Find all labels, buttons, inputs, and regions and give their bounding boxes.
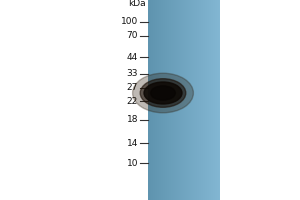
Text: 100: 100 <box>121 18 138 26</box>
Text: 70: 70 <box>127 31 138 40</box>
Text: 22: 22 <box>127 97 138 106</box>
Text: 44: 44 <box>127 52 138 62</box>
Text: 27: 27 <box>127 84 138 92</box>
Text: 14: 14 <box>127 138 138 148</box>
Ellipse shape <box>144 82 182 104</box>
Ellipse shape <box>140 79 186 107</box>
Text: 33: 33 <box>127 70 138 78</box>
Text: 10: 10 <box>127 158 138 168</box>
Text: kDa: kDa <box>128 0 146 8</box>
Ellipse shape <box>151 86 175 100</box>
Text: 18: 18 <box>127 116 138 124</box>
Ellipse shape <box>133 73 194 113</box>
